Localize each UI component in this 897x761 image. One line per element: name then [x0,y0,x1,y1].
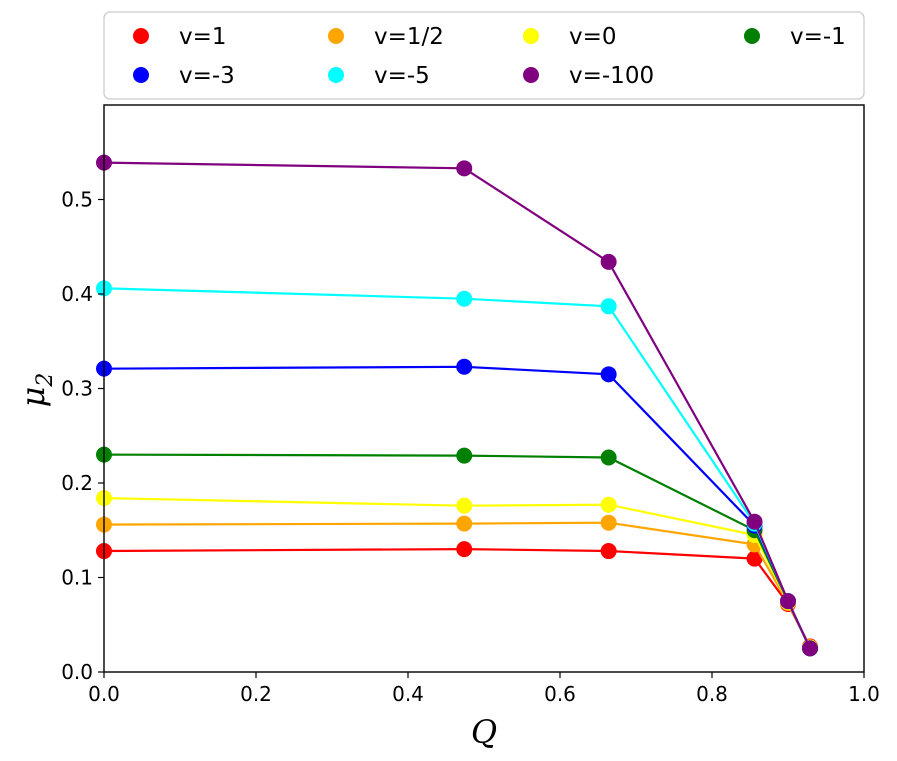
legend-label: v=1 [179,24,227,50]
data-point [600,366,617,383]
x-tick-label: 0.2 [240,682,272,706]
legend-entry: v=1 [133,24,227,50]
y-tick-label: 0.0 [61,660,93,684]
data-point [600,298,617,315]
series-v=-100 [96,154,819,657]
legend-marker [523,67,539,83]
data-point [456,497,473,514]
plot-frame [103,104,865,673]
data-point [600,253,617,270]
data-point [600,449,617,466]
data-point [456,160,473,177]
y-tick-label: 0.2 [61,471,93,495]
series-v=1/2 [96,514,819,656]
data-point [456,447,473,464]
data-point [746,513,763,530]
y-axis-label: μ2 [14,373,58,408]
series-v=1 [96,541,819,655]
x-tick-label: 0.0 [88,682,120,706]
data-point [600,496,617,513]
data-point [802,640,819,657]
legend-entry: v=-5 [328,63,430,89]
legend-label: v=-5 [374,63,430,89]
series-v=0 [96,490,819,656]
data-point [456,515,473,532]
legend-label: v=-100 [569,63,654,89]
data-point [600,543,617,560]
y-axis-label-sub: 2 [33,373,58,388]
legend-marker [133,67,149,83]
y-tick-label: 0.1 [61,566,93,590]
data-point [456,541,473,558]
legend-entry: v=0 [523,24,617,50]
legend-marker [744,28,760,44]
y-tick-label: 0.5 [61,188,93,212]
data-point [746,550,763,567]
data-point [456,358,473,375]
legend-marker [523,28,539,44]
x-tick-label: 0.4 [392,682,424,706]
series-v=-5 [96,280,819,657]
data-point [600,514,617,531]
data-point [780,593,796,610]
legend-marker [328,28,344,44]
legend: v=1 v=1/2 v=0 v=-1 v=-3 v=-5 v=-100 [103,11,865,100]
x-tick-label: 0.8 [696,682,728,706]
x-axis-label: Q [471,713,497,751]
x-tick-label: 0.6 [544,682,576,706]
x-tick-label: 1.0 [848,682,880,706]
legend-box [103,11,865,100]
legend-marker [328,67,344,83]
legend-marker [133,28,149,44]
series-line [103,161,811,649]
legend-entry: v=1/2 [328,24,444,50]
series-line [103,521,811,648]
y-tick-label: 0.4 [61,282,93,306]
legend-entry: v=-3 [133,63,235,89]
legend-entry: v=-100 [523,63,654,89]
legend-label: v=-1 [790,24,846,50]
axes: 0.0 0.2 0.4 0.6 0.8 1.0 0.0 0.1 0.2 0.3 0.4 0.5 [61,104,880,706]
series-line [103,287,811,649]
y-axis-label-base: μ [14,387,52,408]
plot-area [96,154,819,657]
data-point [456,290,473,307]
y-tick-label: 0.3 [61,377,93,401]
legend-entry: v=-1 [744,24,846,50]
series-line [103,547,811,648]
legend-label: v=0 [569,24,617,50]
legend-label: v=-3 [179,63,235,89]
legend-label: v=1/2 [374,24,444,50]
